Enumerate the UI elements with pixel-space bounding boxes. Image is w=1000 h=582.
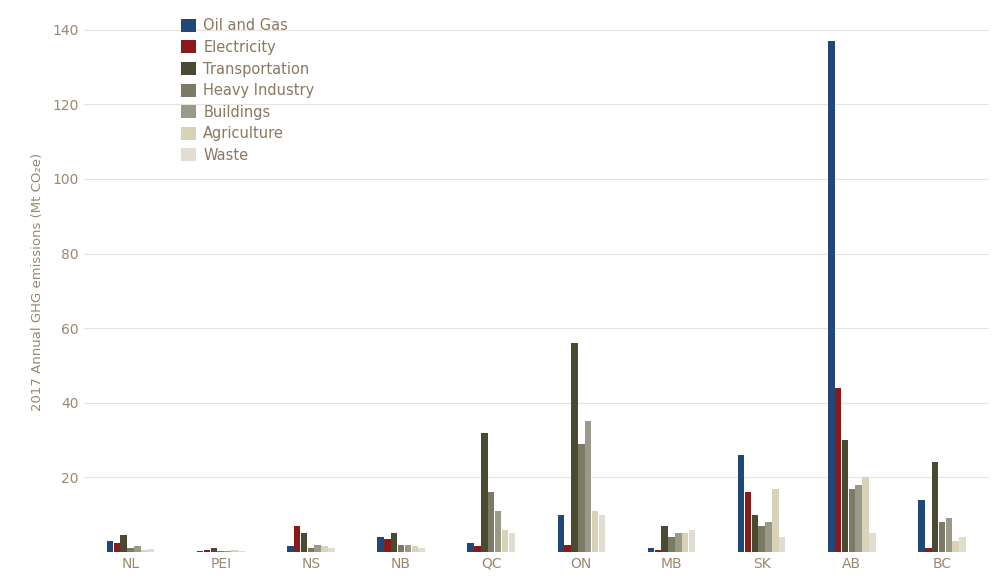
Bar [391,533,397,552]
Bar [758,526,765,552]
Bar [849,489,855,552]
Y-axis label: 2017 Annual GHG emissions (Mt CO₂e): 2017 Annual GHG emissions (Mt CO₂e) [31,152,44,411]
Bar [779,537,785,552]
Bar [231,550,238,552]
Bar [592,511,598,552]
Bar [738,455,744,552]
Bar [689,530,695,552]
Bar [418,548,425,552]
Bar [558,514,564,552]
Bar [855,485,862,552]
Bar [294,526,300,552]
Bar [217,551,224,552]
Bar [925,548,932,552]
Legend: Oil and Gas, Electricity, Transportation, Heavy Industry, Buildings, Agriculture: Oil and Gas, Electricity, Transportation… [181,19,315,163]
Bar [197,551,203,552]
Bar [918,500,925,552]
Bar [509,533,515,552]
Bar [571,343,578,552]
Bar [321,546,328,552]
Bar [578,444,585,552]
Bar [377,537,384,552]
Bar [141,550,148,552]
Bar [752,514,758,552]
Bar [862,477,869,552]
Bar [585,421,591,552]
Bar [828,41,835,552]
Bar [204,550,210,552]
Bar [127,548,134,552]
Bar [675,533,682,552]
Bar [412,546,418,552]
Bar [481,432,488,552]
Bar [495,511,501,552]
Bar [648,548,654,552]
Bar [314,545,321,552]
Bar [328,548,335,552]
Bar [668,537,675,552]
Bar [842,440,848,552]
Bar [655,550,661,552]
Bar [301,533,307,552]
Bar [308,548,314,552]
Bar [384,539,391,552]
Bar [488,492,494,552]
Bar [932,463,938,552]
Bar [114,542,120,552]
Bar [148,549,154,552]
Bar [835,388,841,552]
Bar [211,548,217,552]
Bar [107,541,113,552]
Bar [398,545,404,552]
Bar [134,546,141,552]
Bar [772,489,779,552]
Bar [952,541,959,552]
Bar [946,519,952,552]
Bar [467,542,474,552]
Bar [682,533,688,552]
Bar [939,522,945,552]
Bar [661,526,668,552]
Bar [502,530,508,552]
Bar [765,522,772,552]
Bar [224,551,231,552]
Bar [599,514,605,552]
Bar [405,545,411,552]
Bar [120,535,127,552]
Bar [959,537,966,552]
Bar [474,546,481,552]
Bar [287,546,294,552]
Bar [745,492,751,552]
Bar [238,551,245,552]
Bar [564,545,571,552]
Bar [869,533,876,552]
